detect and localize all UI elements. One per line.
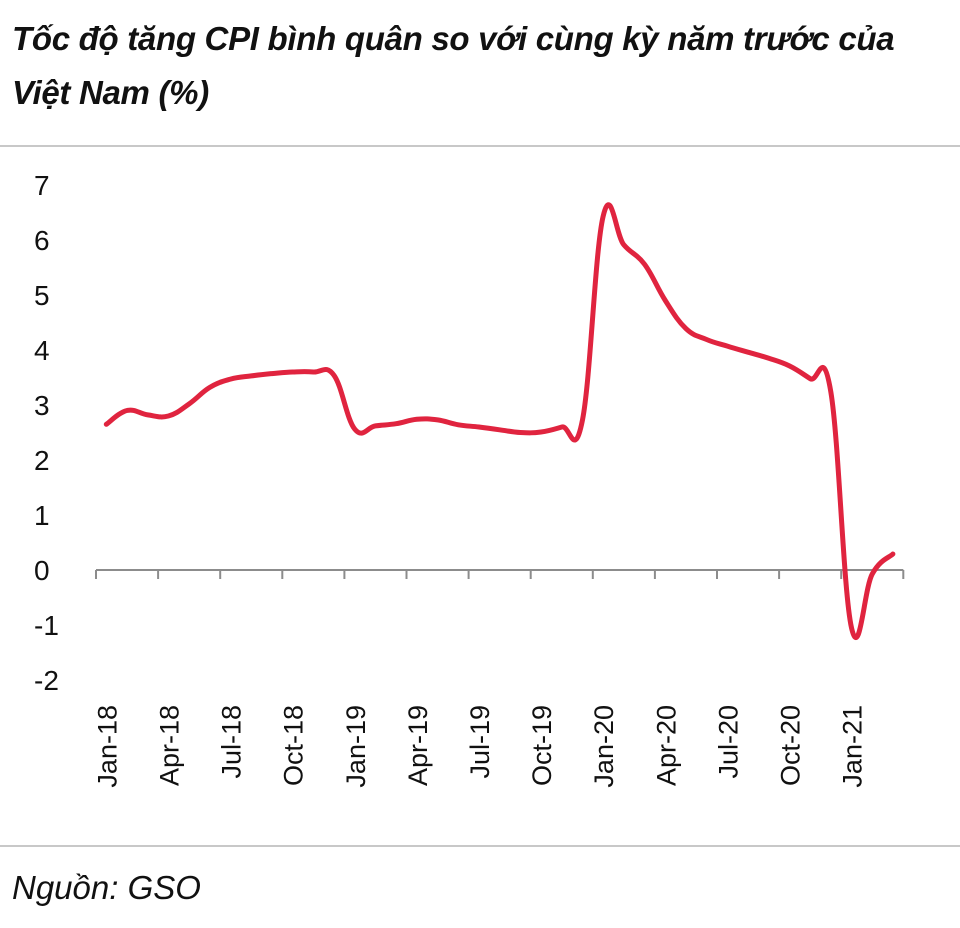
y-tick-label: 1 — [34, 500, 50, 531]
data-point — [353, 427, 357, 431]
x-tick-label: Jan-19 — [341, 705, 371, 788]
data-point — [332, 373, 336, 377]
x-tick-label: Jul-19 — [465, 705, 495, 779]
data-point — [560, 425, 564, 429]
data-point — [125, 409, 129, 413]
series-layer — [103, 202, 896, 640]
data-point — [767, 356, 771, 360]
y-tick-label: 7 — [34, 170, 50, 201]
x-tick-label: Oct-19 — [527, 705, 557, 786]
x-tick-label: Jul-18 — [217, 705, 247, 779]
data-point — [581, 418, 585, 422]
data-point — [166, 414, 170, 418]
y-tick-label: 0 — [34, 555, 50, 586]
data-point — [539, 430, 543, 434]
y-axis: -2 -1 0 1 2 3 4 5 6 7 — [34, 170, 59, 696]
data-point — [291, 370, 295, 374]
chart-title: Tốc độ tăng CPI bình quân so với cùng kỳ… — [12, 20, 895, 111]
data-point — [229, 377, 233, 381]
data-point — [270, 372, 274, 376]
data-point — [373, 424, 377, 428]
data-point — [187, 402, 191, 406]
x-tick-label: Jan-18 — [92, 705, 122, 788]
y-tick-label: 2 — [34, 445, 50, 476]
data-point — [394, 422, 398, 426]
data-point — [518, 431, 522, 435]
data-point — [208, 385, 212, 389]
y-tick-label: -2 — [34, 665, 59, 696]
y-tick-label: 5 — [34, 280, 50, 311]
y-tick-label: 3 — [34, 390, 50, 421]
data-point — [663, 299, 667, 303]
data-point — [808, 377, 812, 381]
data-point — [725, 344, 729, 348]
x-tick-label: Oct-20 — [775, 705, 805, 786]
x-tick-label: Jan-20 — [589, 705, 619, 788]
x-tick-label: Jul-20 — [713, 705, 743, 779]
data-point — [456, 423, 460, 427]
data-point — [787, 364, 791, 368]
data-point — [436, 418, 440, 422]
data-point — [146, 413, 150, 417]
data-point — [104, 422, 108, 426]
bottom-divider — [0, 845, 960, 847]
data-point — [311, 370, 315, 374]
data-point — [870, 572, 874, 576]
x-axis: Jan-18 Apr-18 Jul-18 Oct-18 Jan-19 Apr-19 Jul-… — [92, 569, 905, 788]
data-point — [746, 350, 750, 354]
cpi-series-line — [103, 202, 896, 640]
data-point — [643, 262, 647, 266]
top-divider — [0, 145, 960, 147]
y-tick-label: 6 — [34, 225, 50, 256]
data-point — [850, 626, 854, 630]
x-tick-label: Apr-20 — [651, 705, 681, 786]
data-point — [829, 390, 833, 394]
x-tick-label: Apr-19 — [403, 705, 433, 786]
data-point — [684, 327, 688, 331]
data-point — [601, 214, 605, 218]
y-tick-label: 4 — [34, 335, 50, 366]
data-point — [415, 417, 419, 421]
x-tick-label: Jan-21 — [838, 705, 868, 788]
x-tick-label: Apr-18 — [154, 705, 184, 786]
source-note: Nguồn: GSO — [12, 869, 201, 906]
x-tick-label: Oct-18 — [279, 705, 309, 786]
data-point — [705, 338, 709, 342]
y-tick-label: -1 — [34, 610, 59, 641]
data-point — [891, 552, 895, 556]
data-point — [622, 243, 626, 247]
data-point — [498, 428, 502, 432]
data-point — [477, 425, 481, 429]
data-point — [249, 374, 253, 378]
